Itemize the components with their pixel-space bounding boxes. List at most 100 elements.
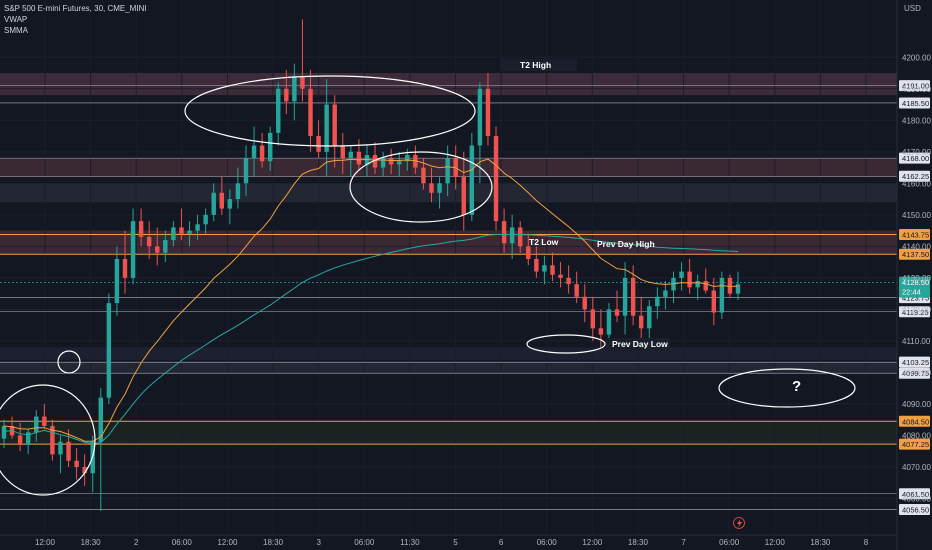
x-tick-1: 18:30 <box>81 538 102 547</box>
candle-body-24 <box>195 224 200 231</box>
y-tick-14: 4200.00 <box>902 53 931 62</box>
candle-body-41 <box>332 104 337 146</box>
candle-body-89 <box>719 277 725 313</box>
candle-body-55 <box>445 158 450 184</box>
candle-body-59 <box>477 88 483 146</box>
level-tag-text-13: 4056.50 <box>902 506 929 515</box>
t2-low-label: T2 Low <box>529 237 559 247</box>
candle-body-76 <box>614 309 620 316</box>
y-tick-9: 4150.00 <box>902 211 931 220</box>
candle-body-58 <box>469 145 475 215</box>
candle-body-0 <box>1 426 7 439</box>
zone-0 <box>0 73 897 96</box>
candle-body-10 <box>82 466 87 474</box>
zone-5 <box>0 362 897 374</box>
x-tick-10: 6 <box>499 538 504 547</box>
level-tag-bg-13 <box>899 504 930 516</box>
level-tag-text-11: 4077.25 <box>902 440 929 449</box>
current-price-countdown: 22:44 <box>902 288 921 297</box>
current-price-value: 4128.50 <box>902 278 929 287</box>
level-tag-bg-9 <box>899 367 930 379</box>
level-tag-0: 4191.00 <box>899 80 930 92</box>
level-tag-bg-10 <box>899 415 930 427</box>
candle-body-39 <box>316 136 321 152</box>
y-tick-8: 4140.00 <box>902 242 931 251</box>
candle-body-38 <box>308 88 313 137</box>
candle-body-25 <box>203 214 208 225</box>
x-tick-16: 12:00 <box>765 538 786 547</box>
candle-body-50 <box>405 154 410 162</box>
candle-body-84 <box>679 271 684 278</box>
level-tag-bg-12 <box>899 488 930 500</box>
indicator-smma-label[interactable]: SMMA <box>4 26 28 35</box>
x-tick-14: 7 <box>681 538 686 547</box>
level-tag-bg-2 <box>899 152 930 164</box>
candle-body-86 <box>695 281 700 288</box>
level-tag-text-10: 4084.50 <box>902 417 929 426</box>
y-tick-1: 4070.00 <box>902 463 931 472</box>
level-annotations: T2 High T2 Low Prev Day High Prev Day Low? <box>500 59 801 529</box>
drawn-ellipse-mid <box>349 151 493 223</box>
candle-body-44 <box>356 151 362 165</box>
candle-body-53 <box>429 183 434 193</box>
drawn-ellipse-question <box>718 368 856 408</box>
level-tag-bg-7 <box>899 306 930 318</box>
candle-body-52 <box>421 167 426 184</box>
x-tick-2: 2 <box>134 538 139 547</box>
indicator-vwap-label[interactable]: VWAP <box>4 15 28 24</box>
candle-body-15 <box>122 258 128 278</box>
candle-body-70 <box>566 277 571 285</box>
candle-body-79 <box>638 315 644 329</box>
question-mark: ? <box>792 378 801 395</box>
level-tag-text-12: 4061.50 <box>902 490 929 499</box>
y-tick-3: 4090.00 <box>902 400 931 409</box>
candle-body-28 <box>227 199 233 209</box>
x-tick-15: 06:00 <box>719 538 740 547</box>
candle-body-9 <box>74 460 79 467</box>
candle-body-81 <box>655 296 660 307</box>
level-tag-text-5: 4137.50 <box>902 250 929 259</box>
x-tick-3: 06:00 <box>172 538 193 547</box>
candle-body-75 <box>606 309 612 335</box>
candle-body-16 <box>130 221 136 278</box>
candle-body-90 <box>727 277 733 294</box>
candle-body-6 <box>50 426 55 455</box>
candle-body-33 <box>267 132 273 162</box>
level-tag-7: 4119.25 <box>899 306 930 318</box>
y-tick-10: 4160.00 <box>902 179 931 188</box>
prev-day-low-label: Prev Day Low <box>612 339 668 349</box>
level-tag-text-0: 4191.00 <box>902 82 929 91</box>
x-tick-6: 3 <box>316 538 321 547</box>
candle-body-42 <box>340 145 345 159</box>
drawn-circle <box>57 350 81 374</box>
y-tick-13: 4190.00 <box>902 85 931 94</box>
candle-body-13 <box>106 303 112 398</box>
candle-body-57 <box>461 177 466 215</box>
candle-body-73 <box>590 309 596 329</box>
level-tag-text-2: 4168.00 <box>902 154 929 163</box>
candle-body-49 <box>397 161 402 165</box>
level-tag-8: 4103.25 <box>899 356 930 368</box>
level-tag-text-4: 4143.75 <box>902 231 929 240</box>
currency-label: USD <box>904 4 921 13</box>
y-tick-12: 4180.00 <box>902 116 931 125</box>
drawn-ellipse-top <box>184 75 476 147</box>
level-tag-text-7: 4119.25 <box>902 308 929 317</box>
candlestick-series <box>1 19 741 512</box>
y-tick-2: 4080.00 <box>902 431 931 440</box>
candle-body-78 <box>630 277 636 316</box>
candle-body-30 <box>243 158 249 184</box>
x-tick-9: 5 <box>453 538 458 547</box>
x-tick-8: 11:30 <box>400 538 420 547</box>
symbol-title[interactable]: S&P 500 E-mini Futures, 30, CME_MINI <box>4 4 147 13</box>
candle-body-20 <box>163 240 168 253</box>
candle-body-5 <box>42 416 47 426</box>
x-tick-0: 12:00 <box>35 538 56 547</box>
candle-body-67 <box>542 265 547 272</box>
level-tag-9: 4099.75 <box>899 367 930 379</box>
indicator-lines <box>3 158 739 445</box>
level-tag-10: 4084.50 <box>899 415 930 427</box>
